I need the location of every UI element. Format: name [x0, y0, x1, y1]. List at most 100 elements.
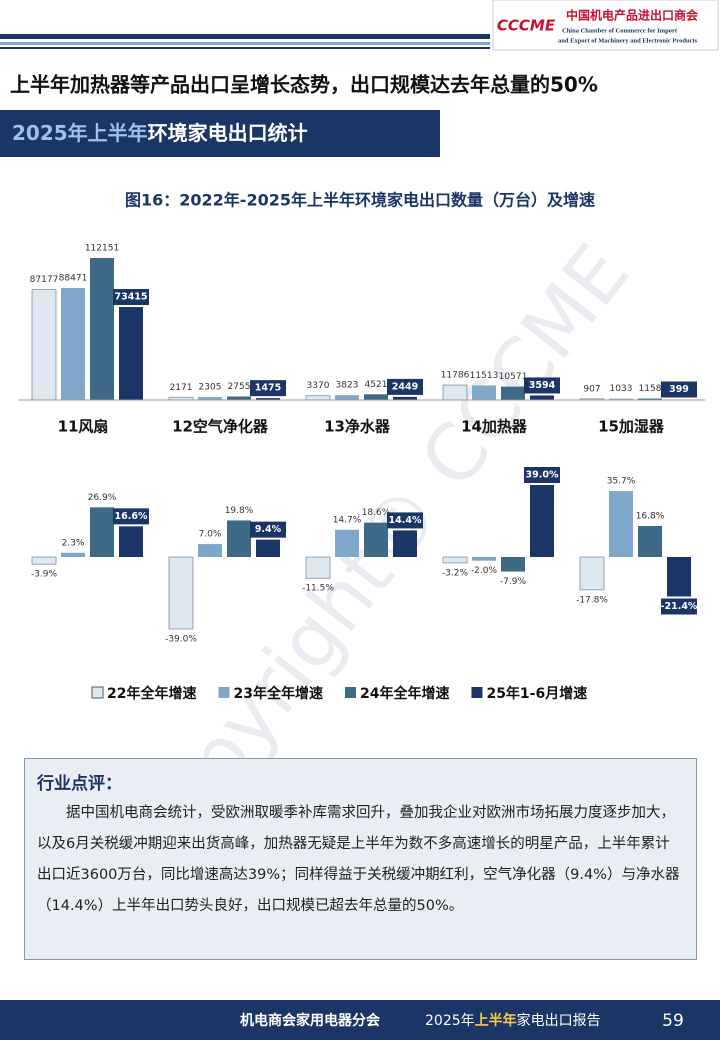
category-label: 15加湿器	[598, 418, 665, 436]
footer-report: 2025年上半年家电出口报告	[425, 1012, 601, 1029]
label-box	[113, 289, 149, 306]
bar	[579, 556, 605, 591]
bar	[227, 520, 251, 557]
bar	[530, 485, 554, 557]
label-box	[661, 598, 697, 615]
org-name: 中国机电产品进出口商会	[566, 8, 699, 23]
bar	[168, 556, 194, 630]
bar	[198, 544, 222, 557]
value-label: 3823	[336, 381, 359, 391]
value-label: 19.8%	[225, 506, 254, 516]
bar	[61, 287, 85, 400]
legend-label: 22年全年增速	[107, 685, 196, 702]
bar	[256, 398, 280, 400]
bar	[472, 385, 496, 400]
section-highlight: 2025年上半年	[12, 121, 148, 145]
value-label: 112151	[85, 244, 119, 254]
bar	[61, 552, 85, 557]
value-label: 73415	[114, 292, 147, 303]
value-label: 11513	[470, 371, 499, 381]
section-title: 2025年上半年环境家电出口统计	[12, 121, 308, 145]
bar	[256, 539, 280, 557]
value-label: 399	[669, 384, 689, 395]
value-label: -2.0%	[471, 566, 498, 576]
label-box	[250, 380, 286, 397]
header-stripe	[0, 42, 490, 45]
category-label: 13净水器	[324, 418, 391, 436]
bar	[335, 529, 359, 557]
value-label: 18.6%	[362, 508, 391, 518]
headline: 上半年加热器等产品出口呈增长态势，出口规模达去年总量的50%	[10, 73, 598, 97]
comment-text: 据中国机电商会统计，受欧洲取暖季补库需求回升，叠加我企业对欧洲市场拓展力度逐步加…	[37, 805, 680, 914]
value-label: 4521	[365, 380, 388, 390]
value-label: -3.9%	[31, 570, 58, 580]
footer-report-part: 上半年	[475, 1012, 517, 1029]
org-name-en: China Chamber of Commerce for Import	[562, 27, 678, 34]
value-label: 10571	[499, 372, 528, 382]
value-label: 16.6%	[115, 511, 148, 522]
bar	[305, 395, 331, 401]
bar	[530, 395, 554, 400]
value-label: 1158	[639, 384, 662, 394]
footer-report-part: 家电出口报告	[517, 1012, 601, 1029]
bar	[667, 557, 691, 597]
value-label: 3370	[307, 381, 330, 391]
label-box	[387, 378, 423, 395]
bar	[335, 395, 359, 400]
bar	[119, 526, 143, 557]
legend-label: 25年1-6月增速	[486, 685, 587, 702]
value-label: 16.8%	[636, 511, 665, 521]
value-label: 7.0%	[199, 530, 222, 540]
value-label: 88471	[59, 273, 88, 283]
bar	[501, 386, 525, 400]
bar	[227, 396, 251, 400]
legend-swatch	[218, 687, 230, 698]
category-label: 12空气净化器	[172, 418, 269, 436]
bar	[90, 507, 114, 557]
bar	[638, 398, 662, 400]
section-band	[0, 110, 440, 157]
value-label: 14.7%	[333, 515, 362, 525]
bar	[364, 522, 388, 557]
header-stripe	[0, 47, 490, 49]
page-number: 59	[662, 1011, 684, 1031]
value-label: -17.8%	[576, 595, 608, 605]
value-label: 2449	[392, 381, 418, 392]
label-box	[387, 512, 423, 529]
bar	[198, 397, 222, 400]
value-label: -3.2%	[442, 568, 469, 578]
bar	[31, 289, 57, 401]
bar	[442, 384, 468, 401]
label-box	[661, 381, 697, 398]
value-label: 35.7%	[607, 477, 636, 487]
value-label: 9.4%	[255, 524, 282, 535]
footer-band	[0, 1000, 720, 1040]
value-label: 1475	[255, 383, 281, 394]
bar	[393, 396, 417, 400]
bar	[609, 398, 633, 400]
value-label: -7.9%	[500, 577, 527, 587]
bar	[364, 394, 388, 400]
value-label: -21.4%	[661, 601, 698, 612]
value-label: 14.4%	[389, 515, 422, 526]
value-label: 26.9%	[88, 493, 117, 503]
bar	[638, 525, 662, 557]
logo: CCCME	[497, 17, 556, 35]
chart-title: 图16：2022年-2025年上半年环境家电出口数量（万台）及增速	[125, 191, 595, 210]
bar	[31, 556, 57, 565]
value-label: 3594	[529, 380, 556, 391]
bar	[501, 557, 525, 572]
bar	[442, 556, 468, 564]
label-box	[524, 467, 560, 483]
bar	[472, 557, 496, 561]
value-label: 87177	[30, 275, 59, 285]
legend-swatch	[471, 687, 483, 698]
bar	[305, 556, 331, 579]
category-label: 14加热器	[461, 418, 528, 436]
legend-label: 23年全年增速	[233, 685, 322, 702]
legend-swatch	[344, 687, 356, 698]
value-label: 1033	[610, 384, 633, 394]
bar	[90, 258, 114, 400]
org-name-en: and Export of Machinery and Electronic P…	[558, 37, 698, 44]
value-label: 11786	[441, 371, 470, 381]
